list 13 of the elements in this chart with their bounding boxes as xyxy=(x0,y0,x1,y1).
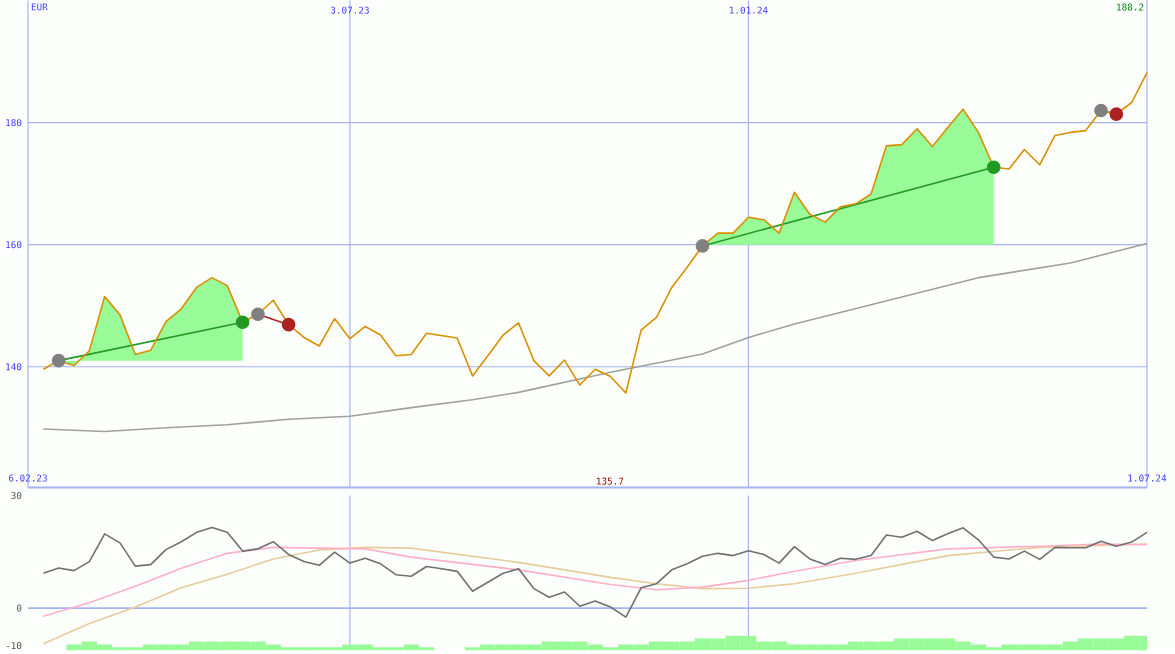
x2-tick-label: 3.07.23 xyxy=(330,6,369,14)
y-tick-label: 180 xyxy=(6,119,22,127)
annotation: 135.7 xyxy=(596,477,624,485)
y-tick-label: 30 xyxy=(11,492,22,500)
y-tick-label: 140 xyxy=(6,363,22,371)
x-tick-label: 6.02.23 xyxy=(8,474,47,482)
y-tick-label: -10 xyxy=(6,642,22,650)
y-tick-label: 0 xyxy=(16,604,22,612)
x-tick-label: 1.07.24 xyxy=(1128,474,1167,482)
x2-tick-label: 1.01.24 xyxy=(729,6,768,14)
y-tick-label: 160 xyxy=(6,241,22,249)
annotation: 188.2 xyxy=(1117,3,1144,11)
y-axis-title: EUR xyxy=(31,3,48,11)
